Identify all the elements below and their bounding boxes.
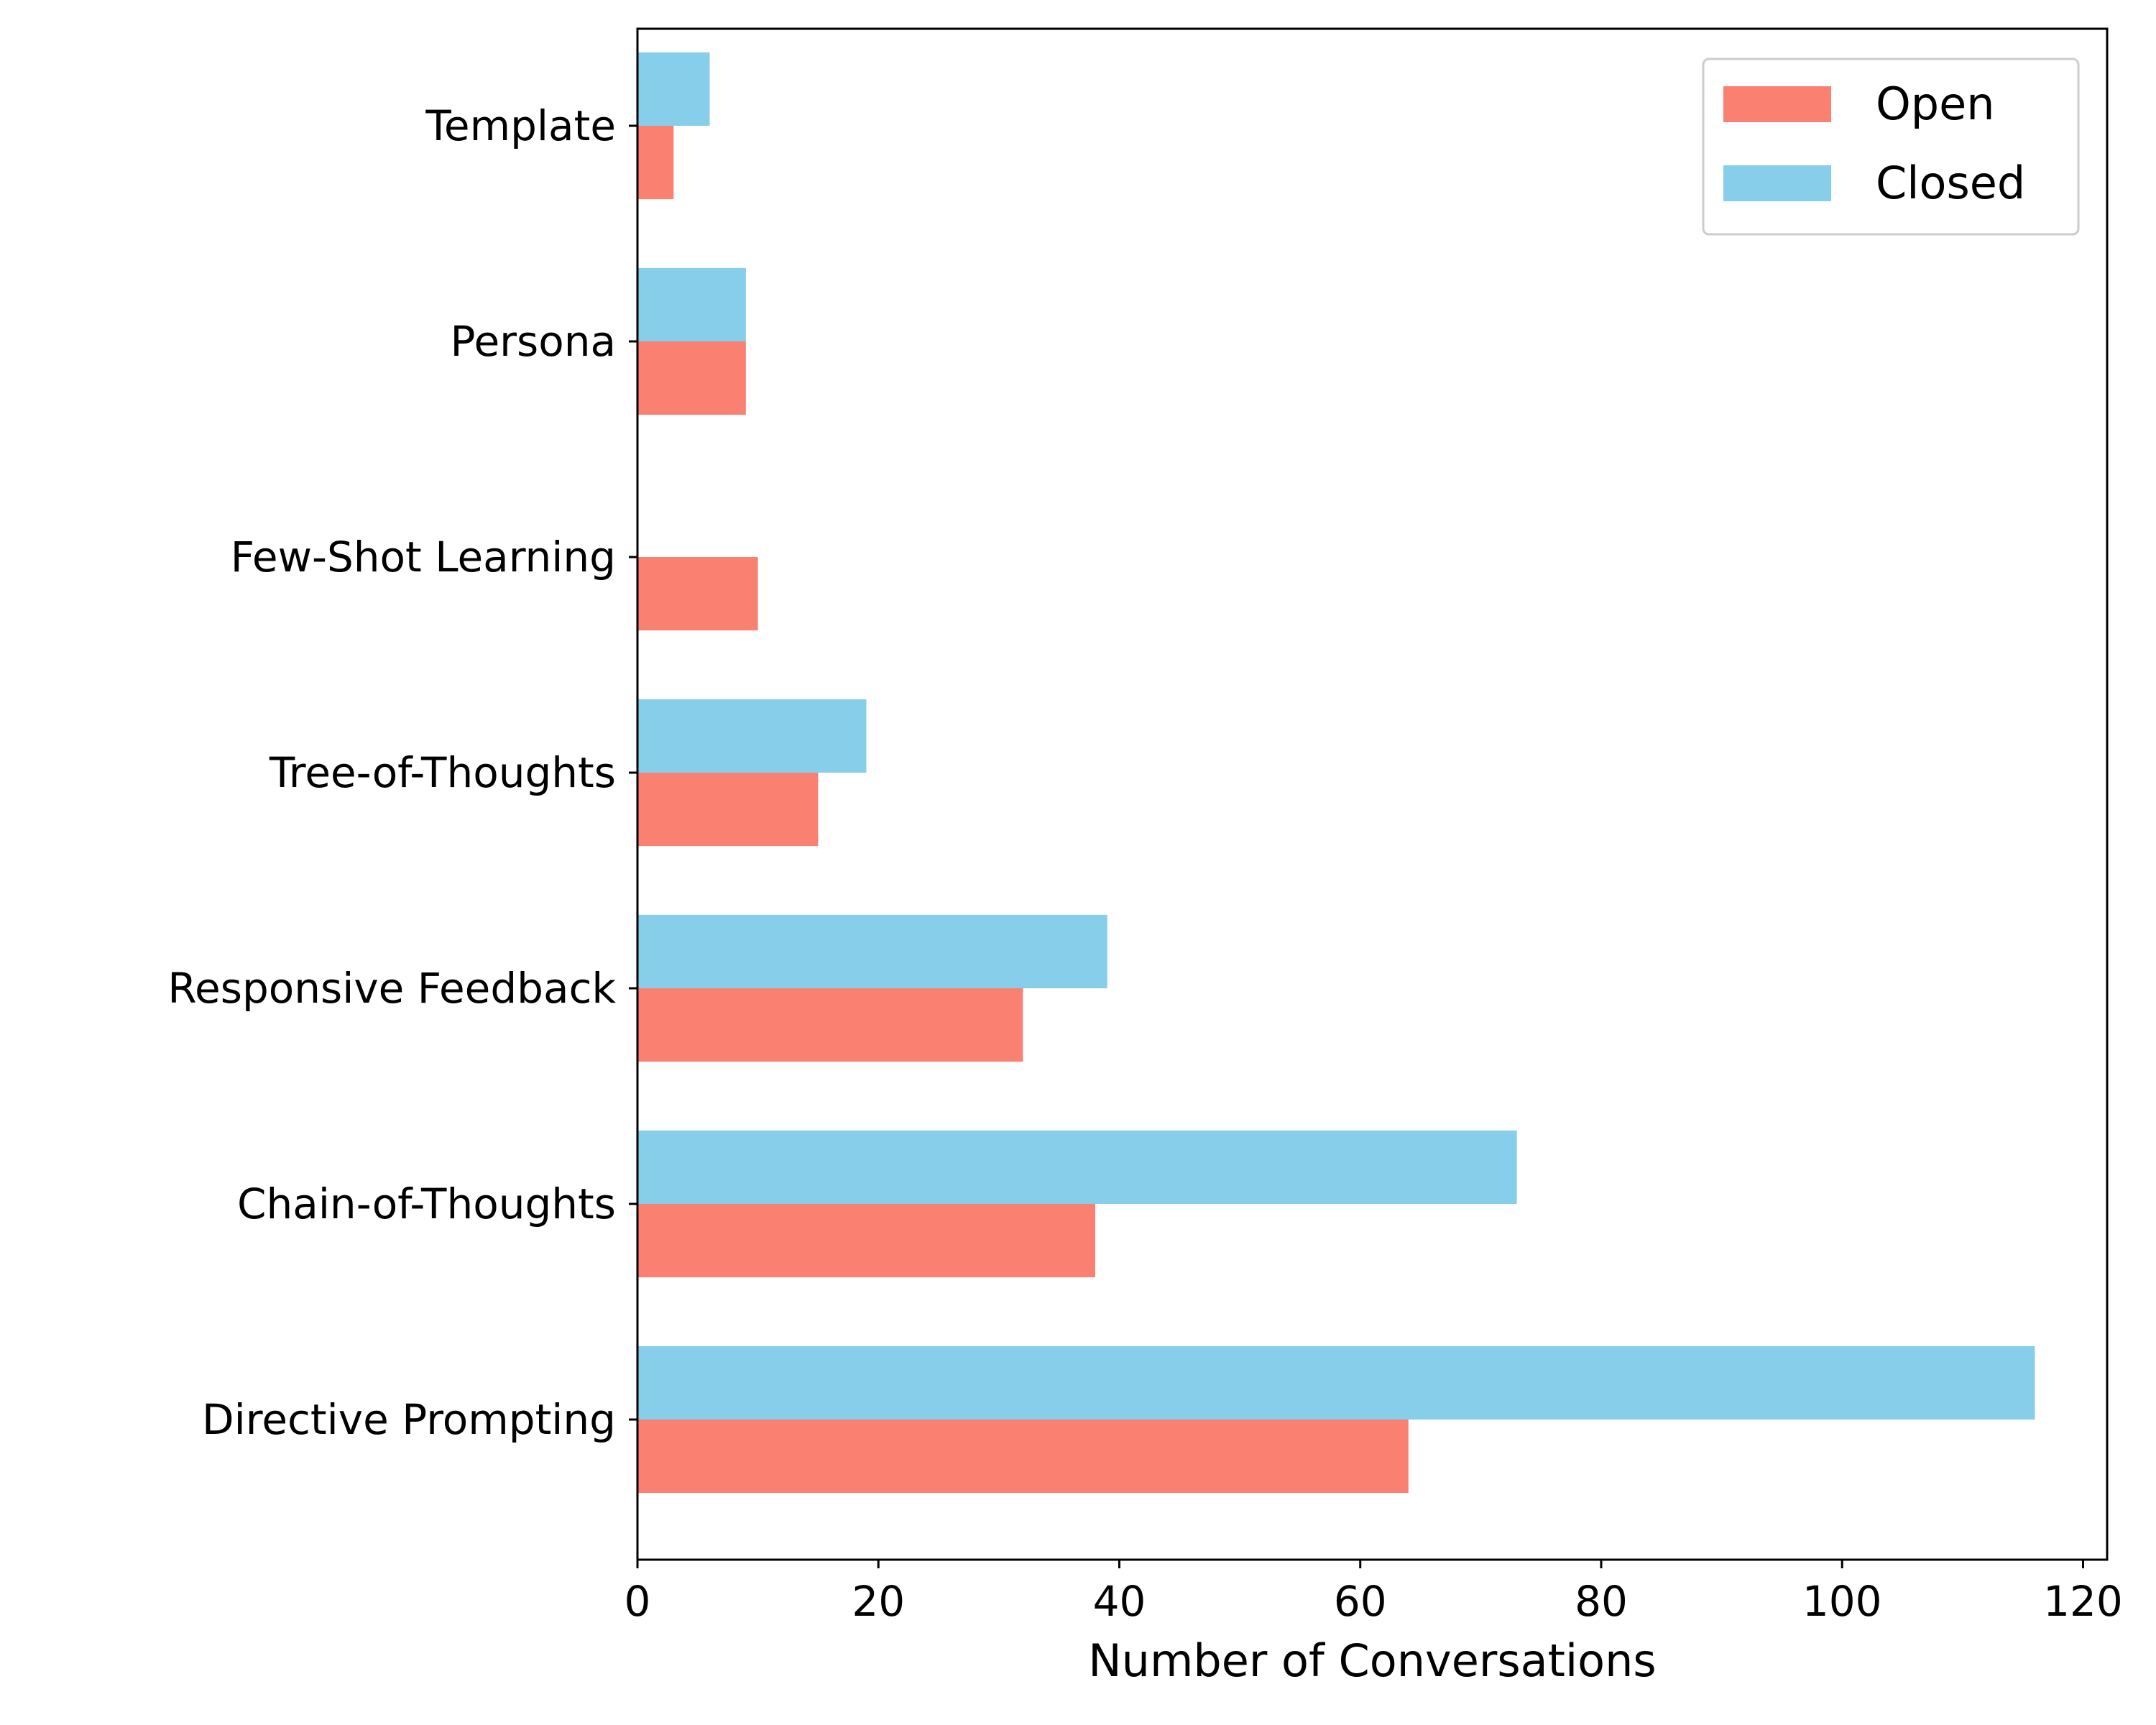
y-tick-label: Responsive Feedback — [167, 964, 616, 1013]
y-tick-label: Tree-of-Thoughts — [269, 748, 616, 797]
bar-closed-responsive-feedback — [637, 914, 1107, 988]
legend-label-closed: Closed — [1876, 157, 2025, 209]
x-axis-ticks: 0 20 40 60 80 100 120 — [625, 1560, 2123, 1626]
bar-open-responsive-feedback — [637, 988, 1023, 1062]
bar-open-few-shot-learning — [637, 557, 758, 631]
bar-closed-template — [637, 52, 710, 126]
x-tick-label: 80 — [1575, 1577, 1628, 1626]
bar-open-chain-of-thoughts — [637, 1204, 1095, 1278]
y-tick-label: Chain-of-Thoughts — [237, 1179, 616, 1228]
y-tick-label: Few-Shot Learning — [231, 533, 616, 581]
legend-swatch-closed — [1723, 165, 1831, 201]
x-axis-label: Number of Conversations — [1088, 1634, 1656, 1687]
bar-closed-directive-prompting — [637, 1346, 2035, 1420]
x-tick-label: 20 — [852, 1577, 905, 1626]
bar-closed-chain-of-thoughts — [637, 1130, 1517, 1204]
plot-frame — [636, 27, 2109, 1561]
x-tick-label: 0 — [625, 1577, 651, 1626]
bars-group — [637, 52, 2035, 1494]
x-tick-label: 120 — [2043, 1577, 2123, 1626]
bar-open-directive-prompting — [637, 1420, 1409, 1494]
x-tick-label: 60 — [1334, 1577, 1387, 1626]
bar-open-persona — [637, 341, 746, 415]
bar-closed-tree-of-thoughts — [637, 699, 867, 773]
x-tick-label: 40 — [1093, 1577, 1146, 1626]
legend-swatch-open — [1723, 86, 1831, 122]
legend-label-open: Open — [1876, 78, 1995, 130]
bar-closed-persona — [637, 267, 746, 341]
x-tick-label: 100 — [1802, 1577, 1882, 1626]
y-tick-label: Directive Prompting — [202, 1395, 616, 1444]
y-tick-label: Persona — [451, 317, 616, 366]
bar-open-tree-of-thoughts — [637, 773, 819, 847]
y-axis-ticks: Directive Prompting Chain-of-Thoughts Resp… — [167, 101, 637, 1444]
bar-open-template — [637, 126, 674, 200]
y-tick-label: Template — [425, 101, 616, 150]
legend: Open Closed — [1702, 58, 2080, 236]
